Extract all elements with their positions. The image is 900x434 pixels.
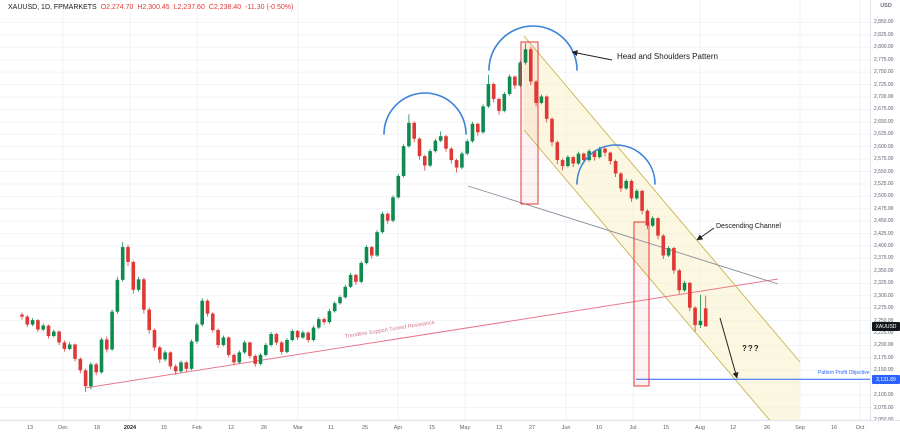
time-tick-label: Apr — [393, 425, 403, 431]
ohlc-close: C2,238.40 — [208, 4, 242, 11]
time-tick-label: 12 — [227, 425, 235, 431]
time-tick-label: 15 — [428, 425, 436, 431]
price-tick-label: 2,400.00 — [874, 243, 894, 250]
price-tick-label: 2,200.00 — [874, 342, 894, 349]
time-tick-label: 16 — [830, 425, 838, 431]
time-tick-label: Oct — [855, 425, 865, 431]
price-tick-label: 2,350.00 — [874, 267, 894, 274]
pattern-arc[interactable] — [576, 144, 656, 185]
price-tick-label: 2,375.00 — [874, 255, 894, 262]
time-tick-label: Mar — [293, 425, 303, 431]
time-tick-label: 18 — [93, 425, 101, 431]
time-tick-label: 10 — [595, 425, 603, 431]
price-tick-label: 2,675.00 — [874, 106, 894, 113]
time-tick-label: Aug — [695, 425, 705, 431]
price-tick-label: 2,075.00 — [874, 404, 894, 411]
time-tick-label: Jun — [561, 425, 571, 431]
time-tick-label: 26 — [763, 425, 771, 431]
question-marks-label[interactable]: ??? — [742, 344, 760, 353]
time-tick-label: 27 — [528, 425, 536, 431]
candles[interactable] — [20, 43, 708, 393]
annotation-arrow[interactable] — [571, 50, 613, 61]
neckline[interactable] — [467, 185, 779, 285]
currency-label[interactable]: USD — [880, 3, 892, 9]
time-tick-label: 26 — [260, 425, 268, 431]
price-tick-label: 2,425.00 — [874, 230, 894, 237]
time-axis[interactable]: 13 Dec 18 2024 15 Feb 12 26 Mar 11 25 Apr 15 May 13 27 J… — [0, 420, 900, 434]
measurement-box[interactable] — [633, 221, 650, 387]
price-tick-label: 2,300.00 — [874, 292, 894, 299]
time-tick-label: 13 — [495, 425, 503, 431]
price-tick-label: 2,475.00 — [874, 205, 894, 212]
price-tick-label: 2,525.00 — [874, 180, 894, 187]
price-tick-label: 2,575.00 — [874, 156, 894, 163]
time-tick-label: May — [459, 425, 471, 431]
price-tick-label: 2,150.00 — [874, 367, 894, 374]
price-tick-label: 2,700.00 — [874, 93, 894, 100]
chart-canvas[interactable]: XAUUSD, 1D, FPMARKETS O2,274.70 H2,300.45 L… — [0, 0, 870, 420]
time-tick-label: 15 — [662, 425, 670, 431]
price-tick-label: 2,450.00 — [874, 218, 894, 225]
price-tick-label: 2,175.00 — [874, 354, 894, 361]
time-tick-label: Jul — [629, 425, 637, 431]
symbol-price-badge[interactable]: XAUUSD — [872, 322, 900, 332]
candlestick-chart[interactable] — [0, 0, 870, 420]
price-tick-label: 2,750.00 — [874, 69, 894, 76]
profit-objective-label[interactable]: Pattern Profit Objective — [818, 370, 870, 376]
price-tick-label: 2,275.00 — [874, 305, 894, 312]
descending-channel-drawing[interactable] — [523, 35, 801, 420]
price-tick-label: 2,225.00 — [874, 330, 894, 337]
price-tick-label: 2,725.00 — [874, 81, 894, 88]
price-tick-label: 2,775.00 — [874, 56, 894, 63]
price-axis[interactable]: USD XAUUSD 2,131.89 2,850.00 2,825.00 2,80… — [870, 0, 900, 423]
time-tick-label: Sep — [795, 425, 805, 431]
time-tick-label: Feb — [192, 425, 202, 431]
pattern-arc[interactable] — [383, 92, 467, 135]
symbol-info-bar[interactable]: XAUUSD, 1D, FPMARKETS O2,274.70 H2,300.45 L… — [8, 4, 297, 11]
annotation-arrow[interactable] — [696, 227, 715, 241]
time-tick-label: 12 — [729, 425, 737, 431]
price-tick-label: 2,550.00 — [874, 168, 894, 175]
ohlc-low: L2,237.60 — [173, 4, 205, 11]
price-tick-label: 2,625.00 — [874, 131, 894, 138]
ohlc-high: H2,300.45 — [137, 4, 170, 11]
measurement-box[interactable] — [520, 41, 539, 205]
ohlc-change: -11.30 (-0.50%) — [245, 4, 294, 11]
price-tick-label: 2,500.00 — [874, 193, 894, 200]
annotation-arrow[interactable] — [719, 317, 739, 379]
price-tick-label: 2,600.00 — [874, 143, 894, 150]
price-tick-label: 2,250.00 — [874, 317, 894, 324]
price-tick-label: 2,825.00 — [874, 31, 894, 38]
time-tick-label: 2024 — [123, 425, 137, 431]
price-tick-label: 2,325.00 — [874, 280, 894, 287]
price-tick-label: 2,650.00 — [874, 118, 894, 125]
descending-channel-label[interactable]: Descending Channel — [716, 223, 781, 230]
support-trendline[interactable] — [84, 278, 779, 389]
price-tick-label: 2,800.00 — [874, 44, 894, 51]
time-tick-label: 25 — [361, 425, 369, 431]
time-tick-label: Dec — [58, 425, 68, 431]
symbol-title[interactable]: XAUUSD, 1D, FPMARKETS — [8, 4, 97, 11]
head-and-shoulders-label[interactable]: Head and Shoulders Pattern — [617, 52, 718, 61]
time-tick-label: 11 — [328, 425, 334, 431]
time-tick-label: 15 — [160, 425, 168, 431]
objective-price-badge[interactable]: 2,131.89 — [872, 375, 900, 385]
time-tick-label: 13 — [26, 425, 34, 431]
price-tick-label: 2,100.00 — [874, 392, 894, 399]
ohlc-open: O2,274.70 — [100, 4, 134, 11]
price-tick-label: 2,850.00 — [874, 19, 894, 26]
